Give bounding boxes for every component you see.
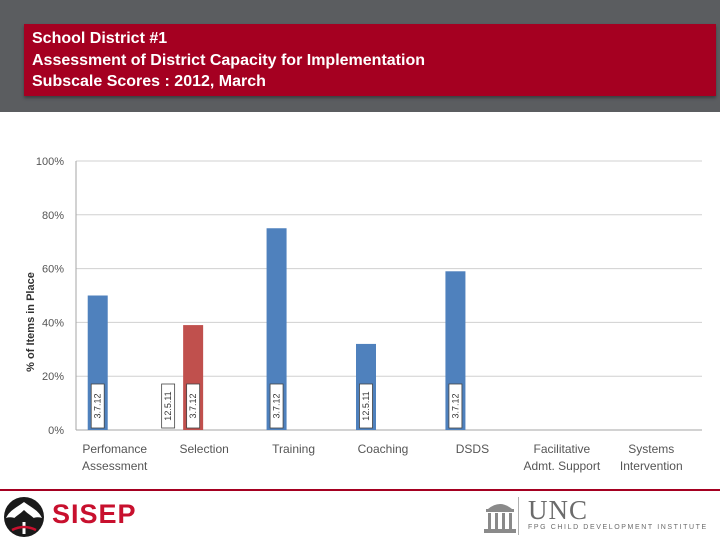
bar-date-label-box bbox=[90, 383, 105, 429]
x-category-label: Admt. Support bbox=[523, 459, 600, 473]
y-tick-label: 100% bbox=[36, 156, 64, 168]
x-category-label: Perfomance bbox=[82, 442, 147, 456]
y-tick-label: 0% bbox=[48, 425, 64, 437]
x-category-label: Systems bbox=[628, 442, 674, 456]
bar-date-label-box bbox=[186, 383, 201, 429]
bar bbox=[266, 228, 287, 430]
x-category-label: Assessment bbox=[82, 459, 148, 473]
unc-old-well-icon bbox=[484, 504, 516, 533]
x-category-label: Training bbox=[272, 442, 315, 456]
x-category-label: Intervention bbox=[620, 459, 683, 473]
unc-logo-divider bbox=[518, 497, 519, 535]
y-tick-label: 60% bbox=[42, 264, 64, 276]
x-category-label: Coaching bbox=[358, 442, 409, 456]
bar-date-label: 3.7.12 bbox=[272, 393, 282, 418]
y-axis-ticks: 0% 20% 40% 60% 80% 100% bbox=[36, 156, 64, 437]
x-axis-labels: Perfomance Assessment Selection Training Coa… bbox=[82, 442, 683, 473]
bar-date-label-box bbox=[269, 383, 284, 429]
header-divider bbox=[0, 112, 720, 120]
title-bar: School District #1 Assessment of Distric… bbox=[24, 24, 716, 96]
bar-date-label-box bbox=[161, 383, 176, 429]
bar-date-label: 3.7.12 bbox=[93, 393, 103, 418]
bar-date-label-box bbox=[359, 383, 373, 429]
title-line-3: Subscale Scores : 2012, March bbox=[32, 73, 266, 90]
bar-date-label: 12.5.11 bbox=[163, 391, 173, 420]
y-tick-label: 80% bbox=[42, 210, 64, 222]
unc-logo-subtext: FPG CHILD DEVELOPMENT INSTITUTE bbox=[528, 524, 708, 531]
bar-chart: 0%20%40%60%80%100% 3.7.12 12.5.11 3.7.12 3.… bbox=[25, 156, 702, 473]
footer bbox=[0, 491, 720, 540]
y-tick-label: 40% bbox=[42, 317, 64, 329]
bar-date-label: 3.7.12 bbox=[188, 393, 198, 418]
bar-date-label-box bbox=[448, 383, 463, 429]
y-tick-label: 20% bbox=[42, 371, 64, 383]
unc-logo-text: UNC bbox=[528, 495, 589, 525]
y-axis-label: % of Items in Place bbox=[25, 272, 37, 372]
chart-gridlines bbox=[75, 160, 702, 431]
x-category-label: DSDS bbox=[456, 442, 489, 456]
x-category-label: Selection bbox=[179, 442, 228, 456]
sisep-logo-icon bbox=[4, 497, 44, 537]
bar-date-label: 12.5.11 bbox=[361, 391, 371, 420]
title-line-2: Assessment of District Capacity for Impl… bbox=[32, 52, 425, 69]
sisep-logo-text: SISEP bbox=[52, 499, 137, 529]
footer-rule bbox=[0, 489, 720, 491]
chart-bars: 3.7.12 12.5.11 3.7.12 3.7.12 12.5.11 3.7.12 bbox=[87, 228, 466, 430]
bar-date-label: 3.7.12 bbox=[450, 393, 460, 418]
title-line-1: School District #1 bbox=[32, 30, 168, 47]
x-category-label: Facilitative bbox=[534, 442, 591, 456]
